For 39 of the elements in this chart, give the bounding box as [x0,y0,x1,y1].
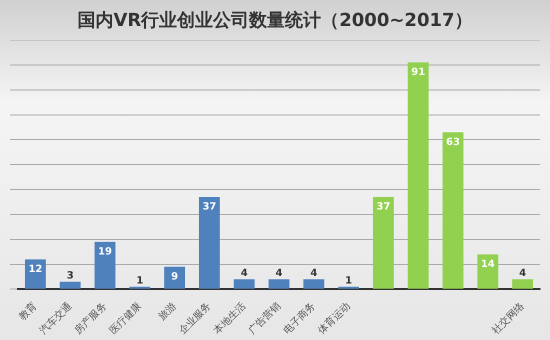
x-tick-label: 电子商务 [280,300,318,337]
x-tick-label: 企业服务 [176,300,214,337]
bar [408,62,429,289]
x-tick-label: 医疗健康 [106,300,144,337]
data-label: 37 [376,202,390,213]
bar [442,132,464,289]
x-tick-label: 广告营销 [246,300,283,337]
bar [60,282,81,289]
x-tick-label: 汽车交通 [37,300,74,337]
chart-title: 国内VR行业创业公司数量统计（2000~2017） [76,9,474,32]
bar [234,279,255,289]
data-label: 37 [202,202,216,213]
bar [164,266,186,289]
x-tick-label: 旅游 [156,300,179,323]
x-tick-label: 房产服务 [72,300,109,337]
bar [94,242,116,289]
data-label: 9 [171,271,178,282]
data-label: 3 [66,270,74,282]
bar [303,279,324,289]
data-label: 4 [519,268,526,279]
bar [372,197,394,289]
x-tick-label: 教育 [16,300,40,323]
data-label: 1 [136,275,144,286]
data-label: 63 [446,136,460,148]
data-label: 14 [480,258,495,270]
data-label: 4 [310,268,318,279]
data-label: 1 [345,275,352,286]
x-tick-label: 社交网络 [490,300,527,337]
bar [24,259,46,289]
x-tick-label: 体育运动 [316,300,353,337]
data-label: 4 [240,268,248,279]
bar [268,279,290,289]
data-label: 19 [98,246,112,258]
bar [512,279,534,289]
x-tick-label: 本地生活 [211,300,248,337]
bar [198,197,220,289]
data-label: 4 [276,268,283,279]
data-label: 12 [28,264,42,275]
data-label: 91 [411,67,426,78]
